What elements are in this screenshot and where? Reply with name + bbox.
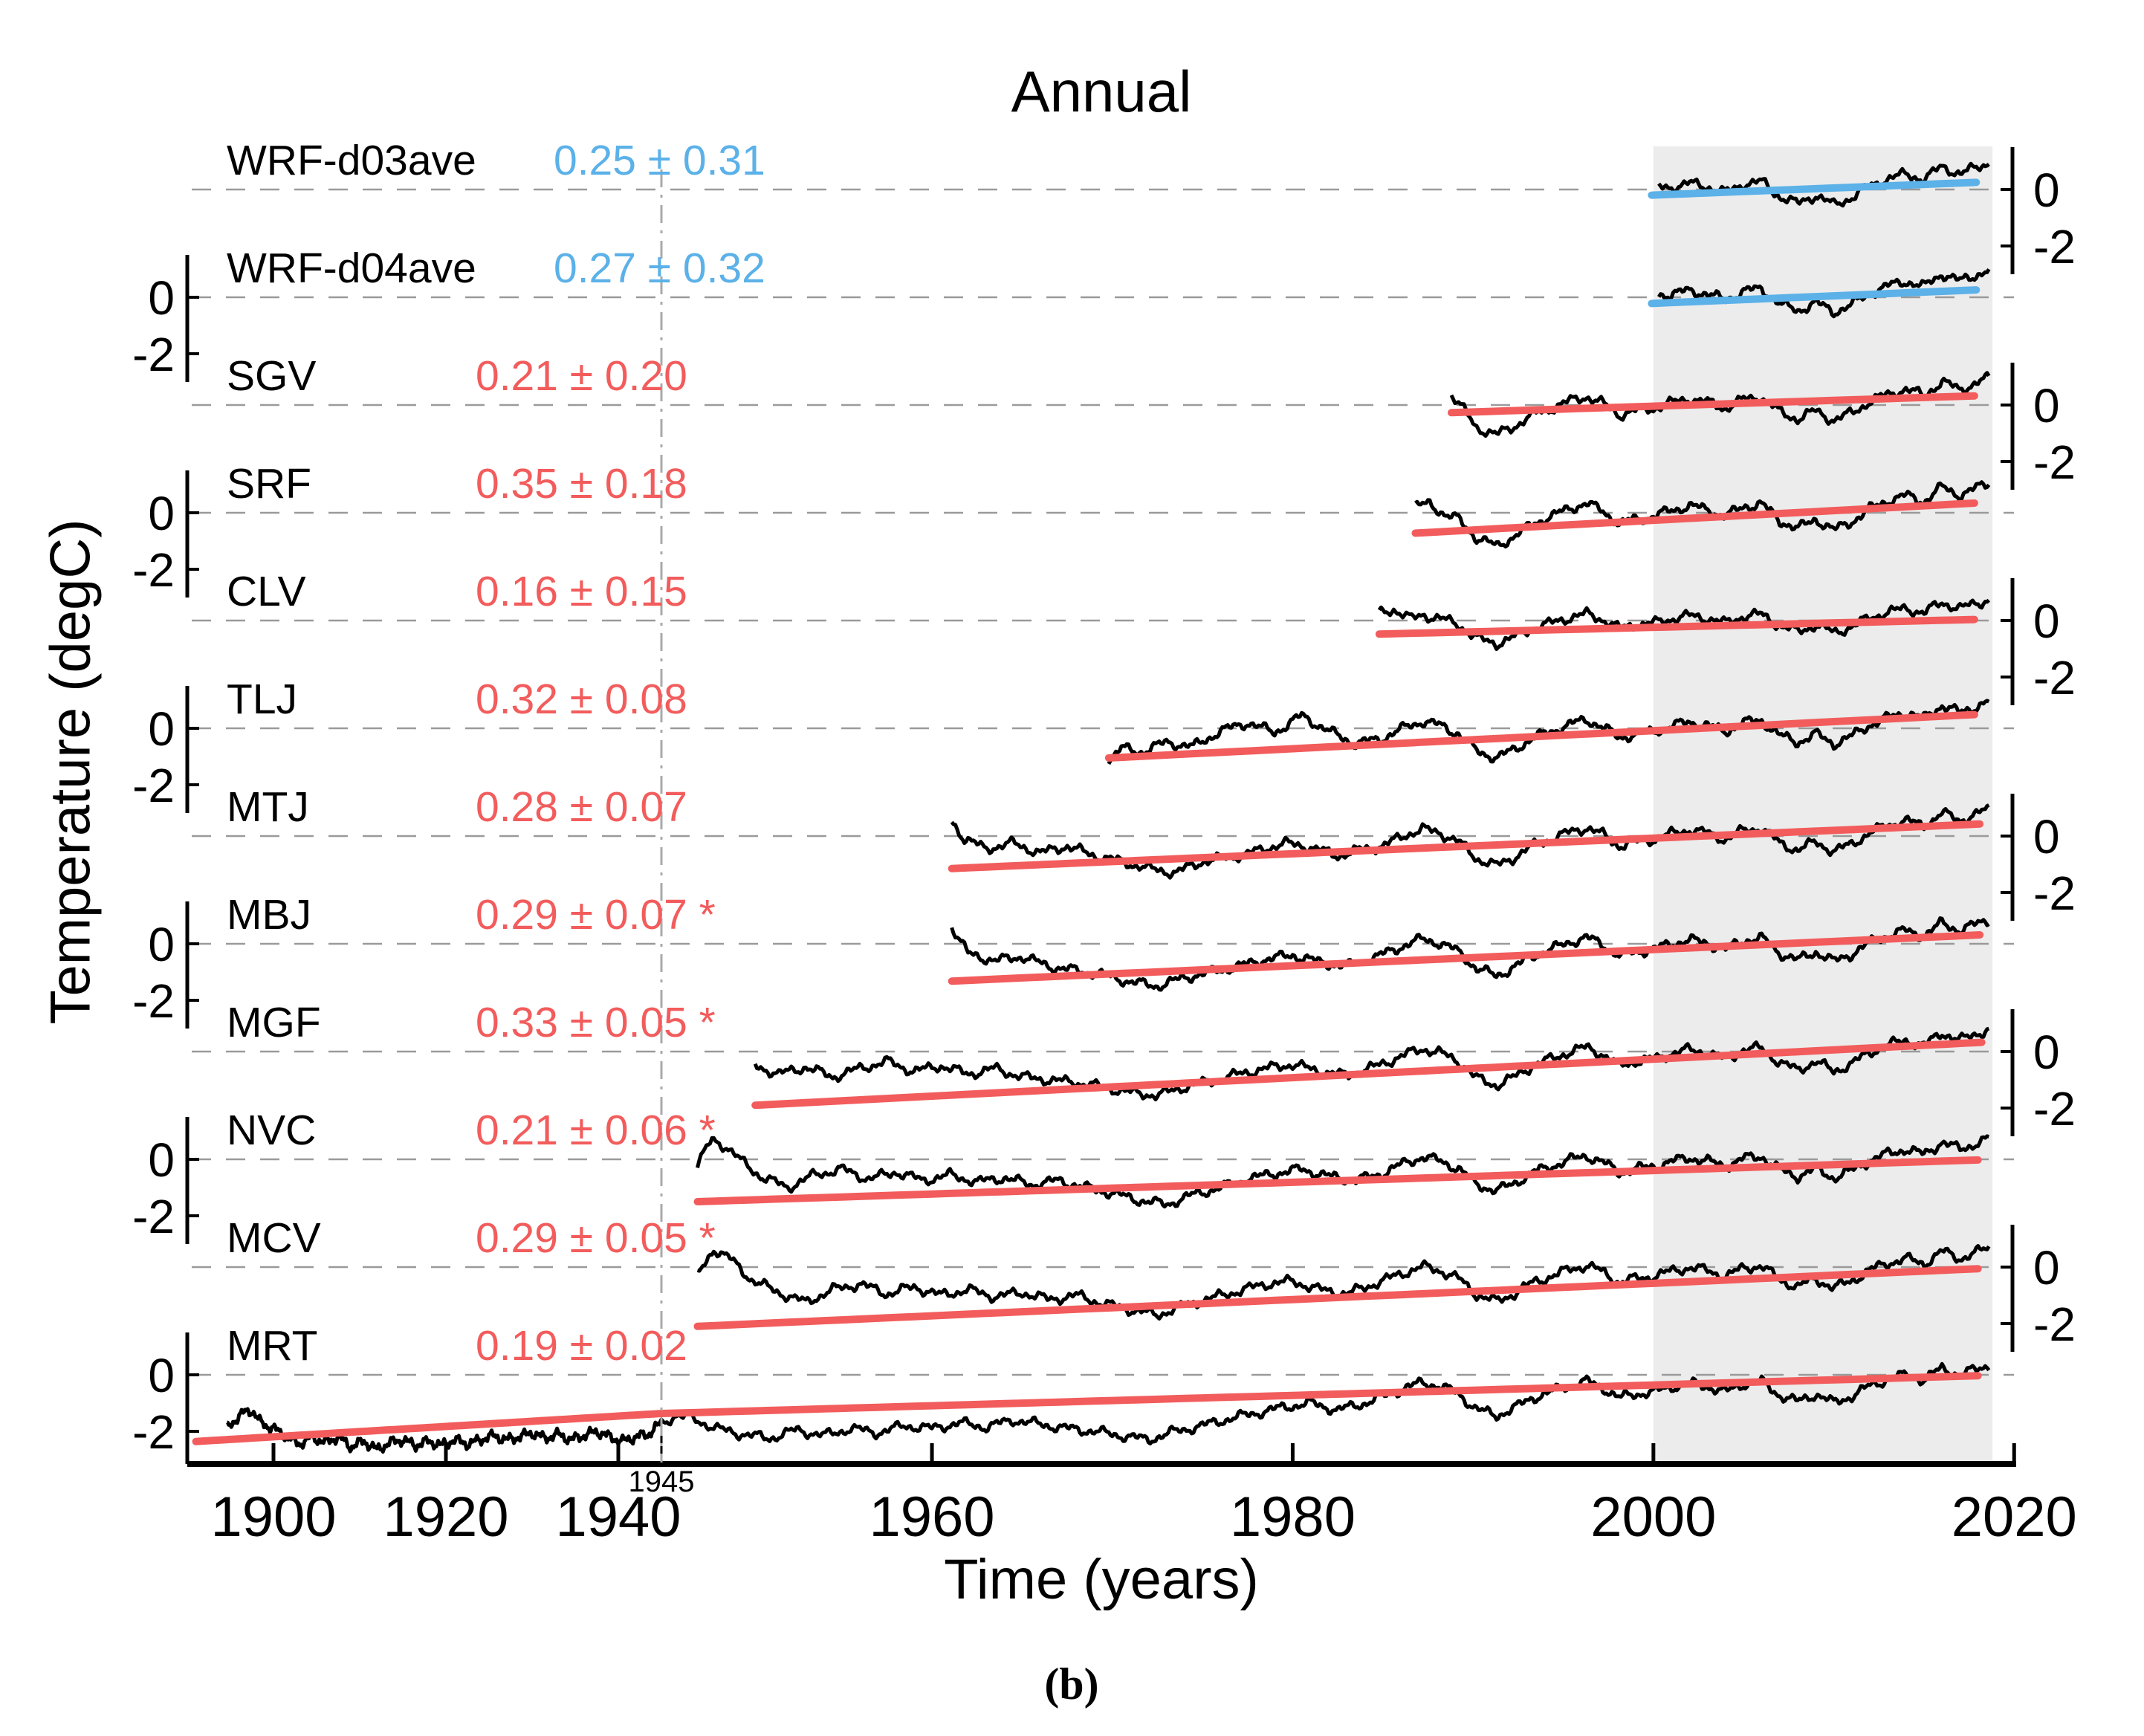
series-line-MCV xyxy=(696,1244,1991,1321)
mini-tick-label-TLJ-0: 0 xyxy=(148,702,175,756)
station-label-SGV: SGV xyxy=(227,352,317,400)
panel-caption: (b) xyxy=(1044,1659,1099,1709)
mini-tick-label-MBJ--2: -2 xyxy=(132,974,175,1028)
mini-tick-label-CLV-0: 0 xyxy=(2033,595,2060,648)
x-subtick-label-1945: 1945 xyxy=(628,1465,695,1498)
mini-tick-label-WRF-d03ave--2: -2 xyxy=(2033,220,2076,273)
trend-value-MRT: 0.19 ± 0.02 xyxy=(476,1322,687,1370)
x-tick-label-1920: 1920 xyxy=(383,1486,509,1549)
x-tick-label-1900: 1900 xyxy=(210,1486,337,1549)
station-label-MTJ: MTJ xyxy=(227,783,309,831)
mini-tick-label-MGF--2: -2 xyxy=(2033,1082,2076,1136)
highlight-band-2000-2018 xyxy=(1653,146,1993,1464)
trend-line-MBJ xyxy=(948,931,1984,985)
mini-tick-label-CLV--2: -2 xyxy=(2033,651,2076,705)
x-tick-label-1980: 1980 xyxy=(1229,1486,1356,1549)
chart-title: Annual xyxy=(1011,59,1192,124)
trend-line-CLV xyxy=(1375,615,1978,638)
station-label-SRF: SRF xyxy=(227,460,311,508)
x-tick-label-2000: 2000 xyxy=(1590,1486,1717,1549)
trend-value-SGV: 0.21 ± 0.20 xyxy=(476,352,687,400)
mini-tick-label-SRF-0: 0 xyxy=(148,487,175,540)
x-tick-label-1940: 1940 xyxy=(555,1486,681,1549)
series-line-WRF-d04ave xyxy=(1657,268,1991,319)
series-line-MBJ xyxy=(950,916,1990,992)
series-line-SRF xyxy=(1414,480,1991,548)
mini-tick-label-SGV-0: 0 xyxy=(2033,379,2060,433)
mini-tick-label-NVC--2: -2 xyxy=(132,1190,175,1243)
trend-value-MTJ: 0.28 ± 0.07 xyxy=(476,783,687,831)
trend-line-SGV xyxy=(1448,392,1978,417)
mini-tick-label-SRF--2: -2 xyxy=(132,543,175,597)
trend-line-NVC xyxy=(693,1156,1982,1205)
trend-value-SRF: 0.35 ± 0.18 xyxy=(476,460,687,508)
mini-tick-label-TLJ--2: -2 xyxy=(132,759,175,812)
station-label-TLJ: TLJ xyxy=(227,676,298,723)
trend-line-WRF-d04ave xyxy=(1648,286,1981,308)
mini-tick-label-MRT--2: -2 xyxy=(132,1405,175,1459)
trend-line-MRT xyxy=(192,1372,1982,1445)
trend-value-MGF: 0.33 ± 0.05 * xyxy=(476,999,716,1046)
trend-value-WRF-d04ave: 0.27 ± 0.32 xyxy=(554,244,765,292)
trend-line-MCV xyxy=(693,1265,1982,1330)
trend-value-CLV: 0.16 ± 0.15 xyxy=(476,568,687,615)
station-label-CLV: CLV xyxy=(227,568,306,615)
station-label-NVC: NVC xyxy=(227,1107,317,1154)
mini-tick-label-NVC-0: 0 xyxy=(148,1133,175,1187)
mini-tick-label-MTJ--2: -2 xyxy=(2033,867,2076,920)
trend-line-SRF xyxy=(1411,499,1978,537)
trend-line-WRF-d03ave xyxy=(1648,178,1981,199)
station-label-WRF-d04ave: WRF-d04ave xyxy=(227,244,476,292)
trend-line-MTJ xyxy=(948,820,1984,872)
mini-tick-label-SGV--2: -2 xyxy=(2033,435,2076,489)
station-label-MRT: MRT xyxy=(227,1322,318,1370)
x-tick-label-2020: 2020 xyxy=(1951,1486,2077,1549)
station-label-WRF-d03ave: WRF-d03ave xyxy=(227,137,476,184)
mini-tick-label-WRF-d04ave--2: -2 xyxy=(132,328,175,381)
trend-value-WRF-d03ave: 0.25 ± 0.31 xyxy=(554,137,765,184)
station-label-MCV: MCV xyxy=(227,1214,321,1262)
mini-tick-label-WRF-d04ave-0: 0 xyxy=(148,271,175,325)
x-tick-label-1960: 1960 xyxy=(869,1486,995,1549)
trend-line-MGF xyxy=(751,1038,1986,1110)
mini-tick-label-MCV-0: 0 xyxy=(2033,1241,2060,1295)
series-line-MGF xyxy=(753,1026,1990,1101)
mini-tick-label-WRF-d03ave-0: 0 xyxy=(2033,163,2060,217)
mini-tick-label-MGF-0: 0 xyxy=(2033,1026,2060,1079)
mini-tick-label-MCV--2: -2 xyxy=(2033,1298,2076,1351)
trend-value-MBJ: 0.29 ± 0.07 * xyxy=(476,891,716,939)
trend-value-MCV: 0.29 ± 0.05 * xyxy=(476,1214,716,1262)
trend-line-TLJ xyxy=(1104,710,1978,762)
station-label-MBJ: MBJ xyxy=(227,891,311,939)
series-line-MRT xyxy=(226,1361,1991,1454)
y-axis-label: Temperature (degC) xyxy=(39,519,103,1025)
mini-tick-label-MRT-0: 0 xyxy=(148,1349,175,1402)
mini-tick-label-MTJ-0: 0 xyxy=(2033,810,2060,864)
station-label-MGF: MGF xyxy=(227,999,321,1046)
trend-value-TLJ: 0.32 ± 0.08 xyxy=(476,676,687,723)
mini-tick-label-MBJ-0: 0 xyxy=(148,918,175,971)
trend-value-NVC: 0.21 ± 0.06 * xyxy=(476,1107,716,1154)
x-axis-label: Time (years) xyxy=(944,1548,1259,1611)
